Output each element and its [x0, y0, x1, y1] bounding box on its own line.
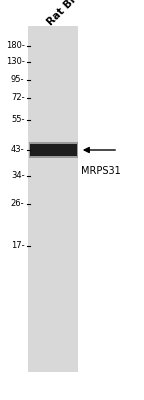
Text: 180-: 180- [6, 42, 24, 50]
Text: 55-: 55- [11, 116, 24, 124]
Text: 34-: 34- [11, 172, 24, 180]
Text: 72-: 72- [11, 94, 24, 102]
Bar [29, 142, 78, 158]
Text: 26-: 26- [11, 200, 24, 208]
Text: 95-: 95- [11, 76, 24, 84]
Text: 17-: 17- [11, 242, 24, 250]
Text: 43-: 43- [11, 146, 24, 154]
Text: MRPS31: MRPS31 [81, 166, 121, 176]
Bar [28, 26, 78, 372]
Text: Rat Brain: Rat Brain [46, 0, 91, 27]
Text: 130-: 130- [6, 58, 24, 66]
Bar [30, 144, 77, 156]
